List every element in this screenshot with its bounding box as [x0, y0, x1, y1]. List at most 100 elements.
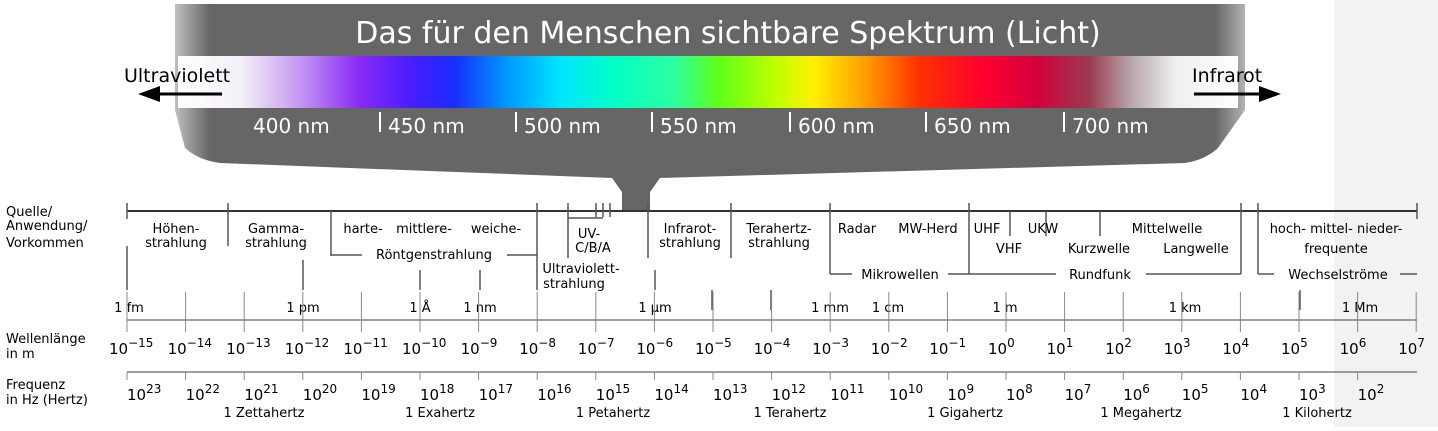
- source-gamma-2: strahlung: [245, 236, 307, 251]
- wl-label-11: 10−4: [754, 336, 791, 358]
- frequency-unit-labels: 1 Zettahertz 1 Exahertz 1 Petahertz 1 Terah…: [224, 406, 1352, 421]
- row-label-wavelength-1: Wellenlänge: [6, 332, 86, 347]
- wl-label-3: 10−12: [285, 336, 329, 358]
- fq-label-1: 1022: [186, 382, 220, 404]
- frequency-unit-2: 1 Petahertz: [576, 406, 651, 421]
- source-roentgen: Röntgenstrahlung: [376, 248, 492, 263]
- wl-label-9: 10−6: [636, 336, 673, 358]
- source-langwelle: Langwelle: [1163, 242, 1229, 257]
- visible-spectrum-banner: Das für den Menschen sichtbare Spektrum …: [150, 4, 1275, 210]
- wl-label-8: 10−7: [578, 336, 615, 358]
- row-label-source-2: Anwendung/: [6, 219, 88, 234]
- length-unit-9: 1 Mm: [1342, 301, 1378, 316]
- length-unit-7: 1 m: [992, 301, 1017, 316]
- frequency-labels: 1023 1022 1021 1020 1019 1018 1017 1016 1015 1014…: [127, 382, 1384, 404]
- length-unit-8: 1 km: [1169, 301, 1202, 316]
- row-label-frequency-2: in Hz (Hertz): [6, 393, 88, 408]
- frequency-unit-1: 1 Exahertz: [405, 406, 475, 421]
- frequency-unit-0: 1 Zettahertz: [224, 406, 305, 421]
- source-ukw: UKW: [1028, 222, 1059, 237]
- wl-label-21: 106: [1340, 336, 1367, 358]
- source-weiche: weiche-: [471, 222, 522, 237]
- fq-label-20: 103: [1299, 382, 1326, 404]
- wl-label-0: 10−15: [109, 336, 153, 358]
- source-labels: Höhen- strahlung Gamma- strahlung harte-…: [145, 222, 1402, 292]
- fq-label-3: 1020: [303, 382, 337, 404]
- fq-label-10: 1013: [713, 382, 747, 404]
- frequency-unit-3: 1 Terahertz: [754, 406, 827, 421]
- row-label-frequency-1: Frequenz: [6, 378, 65, 393]
- wl-label-17: 102: [1105, 336, 1132, 358]
- source-uv-1: UV-: [578, 227, 601, 242]
- fq-label-6: 1017: [479, 382, 513, 404]
- fq-label-8: 1015: [596, 382, 630, 404]
- source-ultraviolett-2: strahlung: [543, 277, 605, 292]
- length-unit-6: 1 cm: [872, 301, 904, 316]
- wl-label-5: 10−10: [402, 336, 446, 358]
- row-label-source-3: Vorkommen: [6, 236, 84, 251]
- fq-label-5: 1018: [420, 382, 454, 404]
- fq-label-11: 1012: [772, 382, 806, 404]
- wavelength-labels: 10−15 10−14 10−13 10−12 10−11 10−10 10−9 10−8 10…: [109, 336, 1425, 358]
- wl-label-6: 10−9: [461, 336, 498, 358]
- wl-label-18: 103: [1164, 336, 1191, 358]
- fq-label-13: 1010: [889, 382, 923, 404]
- fq-label-2: 1021: [244, 382, 278, 404]
- wl-label-1: 10−14: [168, 336, 212, 358]
- fq-label-4: 1019: [361, 382, 395, 404]
- source-vhf: VHF: [996, 242, 1022, 257]
- arrow-left-icon: [138, 86, 160, 102]
- source-axis: [126, 203, 1418, 310]
- fq-label-17: 106: [1123, 382, 1150, 404]
- fq-label-14: 109: [947, 382, 974, 404]
- arrow-right-icon: [1259, 86, 1281, 102]
- source-infrarot-2: strahlung: [659, 236, 721, 251]
- uv-label: Ultraviolett: [124, 65, 230, 87]
- wl-label-13: 10−2: [871, 336, 908, 358]
- source-wechselstroeme: Wechselströme: [1288, 268, 1387, 283]
- fq-label-19: 104: [1240, 382, 1267, 404]
- frequency-unit-4: 1 Gigahertz: [927, 406, 1003, 421]
- fq-label-7: 1016: [537, 382, 571, 404]
- row-labels: Quelle/ Anwendung/ Vorkommen Wellenlänge…: [6, 205, 88, 408]
- wl-label-7: 10−8: [519, 336, 556, 358]
- nm-label-3: 550 nm: [660, 114, 737, 138]
- wl-label-4: 10−11: [343, 336, 387, 358]
- nm-label-5: 650 nm: [934, 114, 1011, 138]
- source-harte: harte-: [343, 222, 383, 237]
- length-unit-4: 1 µm: [638, 301, 671, 316]
- wl-label-12: 10−3: [812, 336, 849, 358]
- wl-label-10: 10−5: [695, 336, 732, 358]
- wl-label-14: 10−1: [929, 336, 966, 358]
- wl-label-20: 105: [1281, 336, 1308, 358]
- uv-arrow: Ultraviolett: [124, 65, 230, 102]
- source-infrarot-1: Infrarot-: [664, 222, 717, 237]
- nm-label-1: 450 nm: [388, 114, 465, 138]
- length-unit-0: 1 fm: [114, 301, 144, 316]
- source-uv-2: C/B/A: [575, 241, 611, 256]
- source-rundfunk: Rundfunk: [1069, 268, 1131, 283]
- source-mittlere: mittlere-: [396, 222, 452, 237]
- source-kurzwelle: Kurzwelle: [1068, 242, 1130, 257]
- source-hoehen-1: Höhen-: [153, 222, 200, 237]
- source-hochmittelnieder: hoch- mittel- nieder-: [1270, 222, 1403, 237]
- source-frequente: frequente: [1304, 242, 1367, 257]
- wl-label-2: 10−13: [226, 336, 270, 358]
- row-label-source-1: Quelle/: [6, 205, 53, 220]
- ir-label: Infrarot: [1192, 65, 1262, 87]
- source-hoehen-2: strahlung: [145, 236, 207, 251]
- nm-label-0: 400 nm: [253, 114, 330, 138]
- frequency-ticks: [126, 372, 1359, 380]
- ir-arrow: Infrarot: [1192, 65, 1281, 102]
- source-uhf: UHF: [974, 222, 1001, 237]
- frequency-unit-5: 1 Megahertz: [1100, 406, 1182, 421]
- source-terahertz-2: strahlung: [748, 236, 810, 251]
- row-label-wavelength-2: in m: [6, 347, 35, 362]
- wl-label-16: 101: [1047, 336, 1074, 358]
- fq-label-16: 107: [1065, 382, 1092, 404]
- length-unit-3: 1 nm: [463, 301, 496, 316]
- source-ultraviolett-1: Ultraviolett-: [542, 262, 620, 277]
